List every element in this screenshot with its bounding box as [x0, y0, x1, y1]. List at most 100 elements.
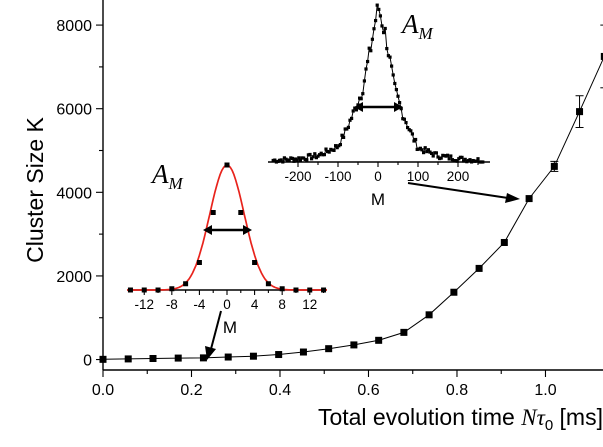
main-data-point: [124, 355, 132, 363]
inset-peaked-point: [396, 94, 400, 98]
main-data-point: [199, 354, 207, 362]
inset-peaked-point: [455, 159, 459, 163]
main-data-point: [375, 336, 383, 344]
inset-peaked-point: [332, 148, 336, 153]
inset-peaked-point: [372, 27, 376, 31]
inset-peaked-point: [350, 116, 354, 121]
inset-peaked-point: [462, 159, 466, 163]
inset-peaked-point: [388, 55, 392, 59]
main-data-point: [299, 348, 307, 356]
inset-peaked-point: [375, 3, 379, 7]
main-y-tick-label: 6000: [56, 102, 92, 119]
inset-peaked-point: [402, 117, 406, 121]
inset-peaked-point: [393, 81, 397, 86]
inset-peaked-point: [287, 158, 291, 163]
main-data-point: [400, 328, 408, 336]
inset-gaussian-tick-label: -12: [134, 297, 154, 312]
inset-peaked-point: [292, 159, 296, 163]
inset-peaked-point: [382, 30, 386, 35]
inset-peaked: -200 -100 0 100 200 AM M: [268, 0, 492, 209]
inset-peaked-point: [273, 158, 277, 162]
inset-peaked-amplitude-label: AM: [400, 9, 434, 43]
inset-peaked-point: [322, 153, 326, 157]
main-x-tick-label: 0.4: [269, 382, 291, 399]
pointer-arrow-inset-gaussian: [205, 310, 222, 360]
inset-gaussian-point: [307, 287, 313, 293]
inset-peaked-point: [310, 157, 314, 161]
inset-gaussian-point: [321, 287, 327, 293]
inset-peaked-point: [409, 129, 413, 133]
main-data-point: [525, 195, 533, 203]
inset-peaked-point: [361, 92, 365, 96]
inset-peaked-point: [297, 156, 301, 160]
inset-peaked-background: [268, 0, 492, 162]
inset-peaked-point: [338, 143, 342, 147]
inset-peaked-point: [374, 18, 378, 23]
inset-peaked-point: [364, 67, 368, 71]
inset-peaked-point: [295, 158, 299, 162]
main-data-point: [325, 345, 333, 353]
main-y-axis-label: Cluster Size K: [22, 116, 48, 262]
inset-peaked-tick-label: 0: [374, 169, 382, 184]
main-y-tick-label: 0: [83, 353, 92, 370]
inset-gaussian-point: [238, 210, 244, 215]
main-error-bars: [550, 24, 603, 172]
inset-peaked-point: [460, 155, 464, 159]
main-y-tick-label: 2000: [56, 269, 92, 286]
inset-peaked-point: [380, 24, 384, 28]
main-data-point: [99, 355, 107, 363]
inset-peaked-point: [423, 146, 427, 150]
inset-gaussian-tick-label: 8: [278, 297, 286, 312]
inset-peaked-x-label: M: [371, 190, 385, 209]
main-x-tick-label: 0.8: [446, 382, 468, 399]
inset-peaked-point: [447, 157, 451, 161]
inset-gaussian-tick-label: 12: [302, 297, 317, 312]
inset-peaked-point: [431, 154, 435, 158]
inset-peaked-point: [354, 108, 358, 112]
inset-gaussian-point: [141, 287, 147, 293]
inset-gaussian-x-label: M: [223, 318, 237, 337]
main-axes: [102, 0, 603, 371]
inset-peaked-point: [334, 144, 338, 148]
inset-gaussian-point: [210, 210, 216, 215]
inset-peaked-point: [420, 148, 424, 152]
inset-gaussian-point: [279, 286, 285, 292]
inset-gaussian-point: [293, 287, 299, 293]
inset-peaked-point: [345, 127, 349, 131]
main-x-axis-label: Total evolution time Nτ0 [ms]: [318, 404, 603, 434]
inset-gaussian-background: [127, 150, 327, 290]
main-y-tick-label: 4000: [56, 185, 92, 202]
inset-peaked-point: [463, 157, 467, 161]
inset-gaussian-point: [196, 260, 202, 265]
main-x-tick-label: 1.0: [534, 382, 556, 399]
inset-gaussian-tick-label: 4: [251, 297, 259, 312]
inset-peaked-point: [279, 158, 283, 162]
inset-gaussian: -12 -8 -4 0 4 8 12 AM M: [127, 150, 327, 337]
inset-peaked-point: [394, 88, 398, 92]
main-data-point: [174, 354, 182, 362]
inset-peaked-tick-label: -100: [324, 169, 351, 184]
inset-peaked-point: [446, 153, 450, 157]
inset-peaked-point: [311, 155, 315, 159]
inset-peaked-point: [351, 109, 355, 113]
inset-gaussian-point: [127, 287, 133, 293]
inset-peaked-point: [377, 7, 381, 12]
inset-peaked-point: [398, 101, 402, 105]
main-x-tick-label: 0.0: [92, 382, 114, 399]
inset-peaked-point: [410, 132, 414, 136]
inset-peaked-ticks: -200 -100 0 100 200: [284, 162, 479, 184]
inset-peaked-point: [399, 107, 403, 111]
inset-peaked-point: [308, 152, 312, 157]
main-data-point: [149, 355, 157, 363]
inset-gaussian-point: [169, 286, 175, 292]
inset-gaussian-point: [155, 287, 161, 293]
inset-peaked-point: [340, 133, 344, 137]
main-x-tick-label: 0.6: [357, 382, 379, 399]
inset-peaked-point: [335, 146, 339, 150]
inset-peaked-point: [370, 37, 374, 41]
inset-peaked-point: [426, 148, 430, 152]
inset-gaussian-point: [183, 281, 189, 287]
main-x-tick-label: 0.2: [180, 382, 202, 399]
